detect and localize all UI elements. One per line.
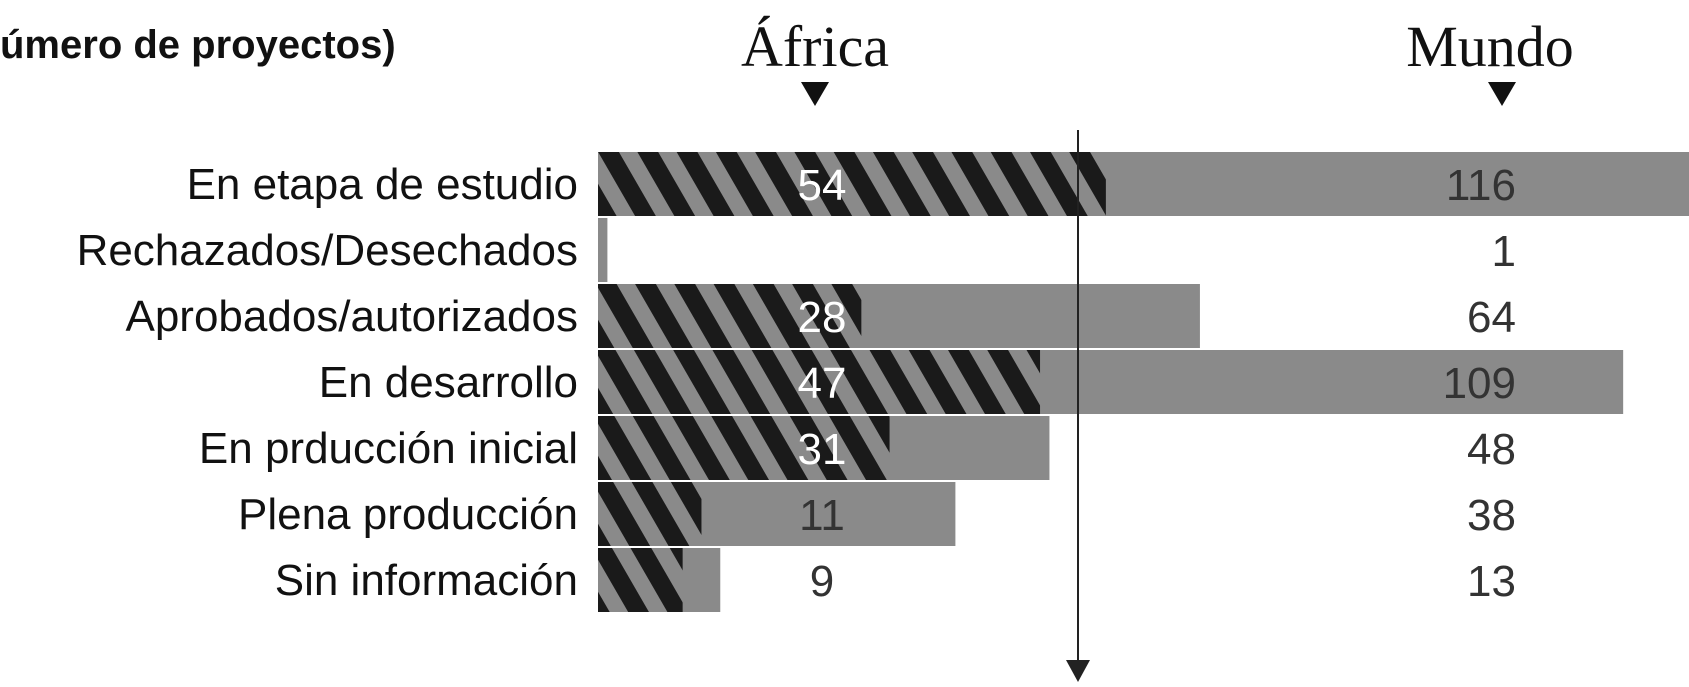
legend-label-africa: África [741, 14, 889, 79]
bar-mundo-1 [598, 218, 608, 282]
value-label-mundo: 109 [1443, 359, 1516, 408]
category-label: Rechazados/Desechados [77, 226, 578, 275]
chart-title: úmero de proyectos) [0, 23, 396, 67]
category-labels: En etapa de estudio Rechazados/Desechados… [77, 160, 578, 605]
bar-africa-6 [598, 548, 683, 612]
value-label-africa: 47 [798, 359, 847, 408]
value-label-mundo: 13 [1467, 557, 1516, 606]
axis-arrowhead-icon [1066, 660, 1090, 682]
bar-africa-0 [598, 152, 1106, 216]
value-label-mundo: 1 [1492, 227, 1516, 276]
bar-africa-5 [598, 482, 702, 546]
value-label-africa: 54 [798, 161, 847, 210]
legend-marker-mundo-icon [1488, 82, 1516, 106]
category-label: En desarrollo [319, 358, 578, 407]
value-labels: 54 116 1 28 64 47 109 31 48 11 38 9 13 [798, 161, 1516, 606]
value-label-africa: 9 [810, 557, 834, 606]
legend-label-mundo: Mundo [1406, 14, 1574, 79]
bar-africa-3 [598, 350, 1041, 414]
legend-marker-africa-icon [801, 82, 829, 106]
category-label: Aprobados/autorizados [125, 292, 578, 341]
value-label-africa: 28 [798, 293, 847, 342]
bar-africa-4 [598, 416, 890, 480]
bar-africa-2 [598, 284, 862, 348]
category-label: En etapa de estudio [187, 160, 578, 209]
category-label: Plena producción [238, 490, 578, 539]
value-label-mundo: 116 [1446, 161, 1516, 210]
value-label-africa: 31 [798, 425, 847, 474]
category-label: Sin información [275, 556, 578, 605]
value-label-mundo: 64 [1467, 293, 1516, 342]
bars-group [598, 152, 1689, 612]
value-label-mundo: 38 [1467, 491, 1516, 540]
value-label-mundo: 48 [1467, 425, 1516, 474]
category-label: En prducción inicial [199, 424, 578, 473]
value-label-africa: 11 [799, 491, 845, 540]
